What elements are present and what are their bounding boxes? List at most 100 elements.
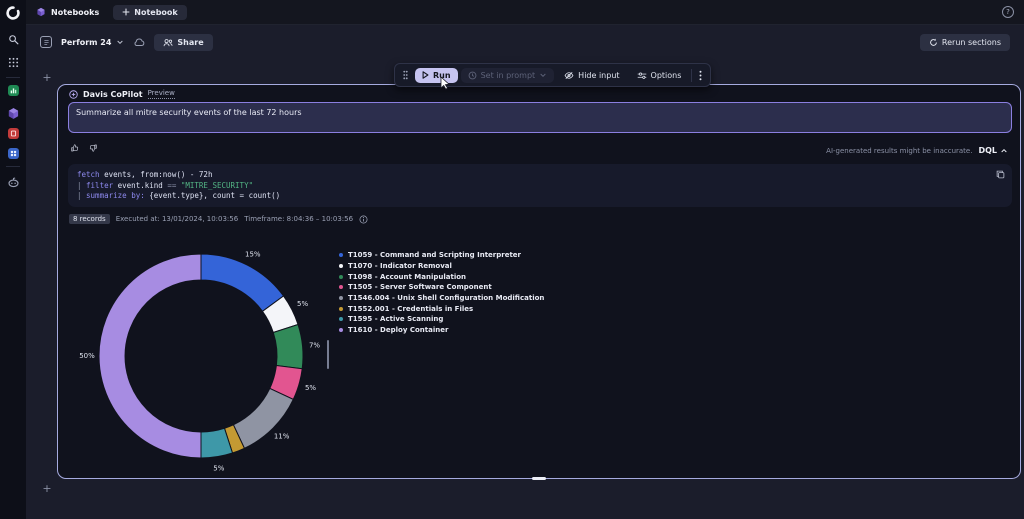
set-in-prompt-label: Set in prompt (481, 71, 536, 80)
copilot-section: Davis CoPilot Preview Summarize all mitr… (57, 84, 1021, 479)
slice-percentage-label: 15% (245, 250, 261, 258)
dql-label: DQL (978, 146, 997, 155)
copilot-header: Davis CoPilot Preview (69, 89, 175, 99)
result-header-right: AI-generated results might be inaccurate… (826, 146, 1008, 155)
rerun-sections-button[interactable]: Rerun sections (920, 34, 1010, 51)
new-notebook-label: Notebook (134, 8, 177, 17)
options-label: Options (651, 71, 682, 80)
dql-collapse-toggle[interactable]: DQL (978, 146, 1008, 155)
slice-percentage-label: 5% (305, 384, 316, 392)
ai-disclaimer: AI-generated results might be inaccurate… (826, 147, 972, 155)
legend-item[interactable]: T1552.001 - Credentials in Files (339, 303, 544, 314)
thumbs-down-icon[interactable] (89, 144, 97, 152)
legend-item[interactable]: T1610 - Deploy Container (339, 325, 544, 336)
eye-off-icon (564, 71, 574, 80)
notebook-icon[interactable] (40, 36, 52, 48)
timeframe-text: Timeframe: 8:04:36 – 10:03:56 (244, 215, 353, 223)
assistant-icon[interactable] (5, 174, 21, 190)
rerun-label: Rerun sections (942, 38, 1001, 47)
copy-icon[interactable] (996, 170, 1005, 179)
code-line: | summarize by: {event.type}, count = co… (77, 191, 1003, 202)
records-badge: 8 records (69, 214, 110, 224)
legend-item[interactable]: T1546.004 - Unix Shell Configuration Mod… (339, 293, 544, 304)
slice-percentage-label: 5% (297, 300, 308, 308)
new-notebook-button[interactable]: Notebook (113, 5, 186, 20)
thumbs-up-icon[interactable] (71, 144, 79, 152)
add-section-above-button[interactable]: + (41, 73, 53, 83)
run-button[interactable]: Run (415, 68, 458, 83)
dql-code-block[interactable]: fetch events, from:now() - 72h| filter e… (68, 164, 1012, 207)
donut-chart[interactable]: 15%5%7%5%11%5%50% (58, 240, 348, 475)
people-icon (163, 38, 173, 47)
result-meta-row: 8 records Executed at: 13/01/2024, 10:03… (69, 214, 368, 224)
options-button[interactable]: Options (630, 68, 689, 83)
cloud-sync-icon (133, 38, 145, 47)
share-label: Share (177, 38, 203, 47)
legend-item[interactable]: T1505 - Server Software Component (339, 282, 544, 293)
slice-percentage-label: 5% (213, 465, 224, 473)
drag-handle-icon[interactable] (399, 70, 412, 80)
legend-dot (339, 328, 343, 332)
donut-slice[interactable] (99, 254, 201, 458)
add-section-below-button[interactable]: + (41, 484, 53, 494)
plus-icon (122, 8, 130, 16)
chevron-down-icon (116, 38, 124, 46)
metrics-app-icon[interactable] (8, 85, 19, 96)
chevron-up-icon (1000, 147, 1008, 155)
chevron-down-icon[interactable] (539, 71, 547, 79)
slice-percentage-label: 50% (79, 352, 95, 360)
legend-dot (339, 307, 343, 311)
davis-copilot-icon (69, 90, 78, 99)
notebooks-cube-icon (36, 7, 46, 17)
toolbar-divider (691, 69, 692, 82)
security-app-icon[interactable] (8, 128, 19, 139)
notebooks-app-icon[interactable] (5, 105, 21, 121)
legend-item[interactable]: T1595 - Active Scanning (339, 314, 544, 325)
legend-label: T1552.001 - Credentials in Files (348, 305, 473, 313)
legend-item[interactable]: T1059 - Command and Scripting Interprete… (339, 250, 544, 261)
notebook-title[interactable]: Perform 24 (61, 38, 124, 47)
tab-notebooks-label: Notebooks (51, 8, 99, 17)
notebook-title-label: Perform 24 (61, 38, 111, 47)
dynatrace-logo-icon[interactable] (5, 5, 21, 21)
mouse-cursor (440, 76, 451, 92)
legend-label: T1059 - Command and Scripting Interprete… (348, 251, 521, 259)
search-icon[interactable] (5, 31, 21, 47)
help-icon[interactable]: ? (1002, 6, 1014, 18)
play-icon (422, 71, 429, 79)
rail-divider (6, 166, 20, 167)
clock-icon (468, 71, 477, 80)
feedback-buttons (71, 144, 97, 152)
share-button[interactable]: Share (154, 34, 212, 51)
code-line: | filter event.kind == "MITRE_SECURITY" (77, 181, 1003, 192)
hide-input-label: Hide input (578, 71, 619, 80)
legend-item[interactable]: T1070 - Indicator Removal (339, 261, 544, 272)
help-glyph: ? (1006, 8, 1010, 16)
slice-percentage-label: 7% (309, 341, 320, 349)
legend-item[interactable]: T1098 - Account Manipulation (339, 271, 544, 282)
section-resize-handle[interactable] (532, 477, 546, 480)
app-rail (0, 0, 26, 519)
legend-label: T1595 - Active Scanning (348, 315, 443, 323)
more-menu-icon[interactable] (695, 70, 706, 81)
copilot-title: Davis CoPilot (83, 90, 143, 99)
dashboards-app-icon[interactable] (8, 148, 19, 159)
copilot-prompt-input[interactable]: Summarize all mitre security events of t… (68, 102, 1012, 133)
sliders-icon (637, 71, 647, 80)
notebook-header: Perform 24 Share Rerun sections (26, 26, 1024, 58)
legend-dot (339, 317, 343, 321)
chart-legend: T1059 - Command and Scripting Interprete… (339, 250, 544, 336)
rerun-icon (929, 38, 938, 47)
legend-label: T1070 - Indicator Removal (348, 262, 452, 270)
rail-divider (6, 77, 20, 78)
tab-notebooks[interactable]: Notebooks (36, 7, 99, 17)
top-bar: Notebooks Notebook ? (26, 0, 1024, 25)
info-icon[interactable] (359, 215, 368, 224)
set-in-prompt-button[interactable]: Set in prompt (461, 68, 555, 83)
donut-slice[interactable] (201, 254, 284, 311)
legend-label: T1505 - Server Software Component (348, 283, 492, 291)
legend-scrollbar[interactable] (327, 340, 329, 369)
donut-slice[interactable] (273, 325, 303, 369)
hide-input-button[interactable]: Hide input (557, 68, 626, 83)
apps-grid-icon[interactable] (5, 54, 21, 70)
